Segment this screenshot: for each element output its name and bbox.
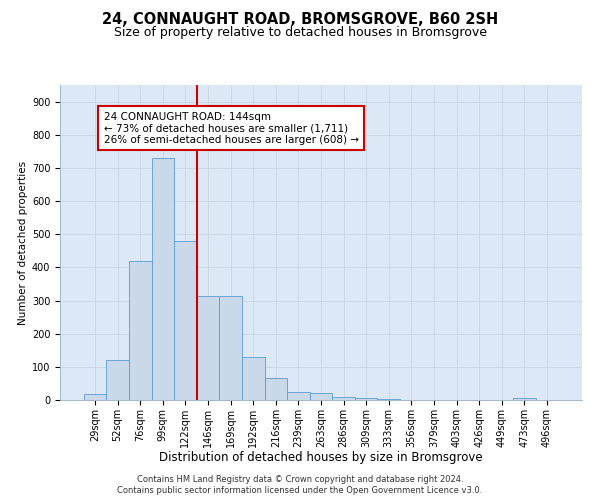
- Bar: [220, 296, 242, 400]
- Bar: [174, 241, 197, 400]
- Text: 24 CONNAUGHT ROAD: 144sqm
← 73% of detached houses are smaller (1,711)
26% of se: 24 CONNAUGHT ROAD: 144sqm ← 73% of detac…: [104, 112, 359, 144]
- Bar: [332, 396, 355, 400]
- Text: Contains public sector information licensed under the Open Government Licence v3: Contains public sector information licen…: [118, 486, 482, 495]
- Bar: [265, 378, 287, 400]
- Text: 24, CONNAUGHT ROAD, BROMSGROVE, B60 2SH: 24, CONNAUGHT ROAD, BROMSGROVE, B60 2SH: [102, 12, 498, 28]
- Bar: [513, 398, 536, 400]
- Bar: [242, 357, 265, 400]
- Bar: [310, 394, 332, 400]
- Bar: [152, 158, 174, 400]
- Bar: [106, 360, 129, 400]
- Text: Distribution of detached houses by size in Bromsgrove: Distribution of detached houses by size …: [159, 451, 483, 464]
- Bar: [355, 398, 377, 400]
- Text: Contains HM Land Registry data © Crown copyright and database right 2024.: Contains HM Land Registry data © Crown c…: [137, 475, 463, 484]
- Bar: [287, 392, 310, 400]
- Bar: [197, 296, 220, 400]
- Bar: [84, 394, 106, 400]
- Text: Size of property relative to detached houses in Bromsgrove: Size of property relative to detached ho…: [113, 26, 487, 39]
- Y-axis label: Number of detached properties: Number of detached properties: [17, 160, 28, 324]
- Bar: [129, 262, 152, 400]
